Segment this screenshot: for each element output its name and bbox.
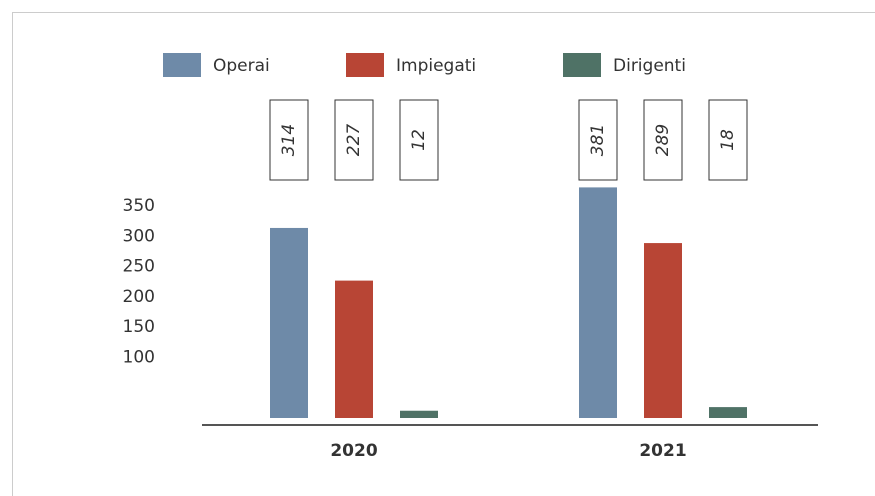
- x-tick-label: 2020: [330, 441, 377, 461]
- y-tick-label: 250: [123, 257, 155, 277]
- value-label: 289: [653, 124, 673, 156]
- value-label: 18: [718, 129, 738, 151]
- frame: [12, 12, 875, 496]
- legend-swatch: [563, 53, 601, 77]
- value-label-box: [269, 99, 309, 181]
- bar: [335, 280, 373, 418]
- value-label-box: [334, 99, 374, 181]
- bar: [579, 187, 617, 418]
- bar: [270, 227, 308, 418]
- value-label: 381: [588, 124, 608, 156]
- legend-label: Operai: [213, 56, 270, 76]
- y-tick-label: 150: [123, 317, 155, 337]
- legend-label: Dirigenti: [613, 56, 686, 76]
- x-tick-label: 2021: [639, 441, 686, 461]
- bar: [709, 407, 747, 418]
- y-tick-label: 100: [123, 347, 155, 367]
- y-tick-label: 200: [123, 287, 155, 307]
- value-label-box: [708, 99, 748, 181]
- legend-label: Impiegati: [396, 56, 476, 76]
- y-tick-label: 300: [123, 226, 155, 246]
- legend-swatch: [346, 53, 384, 77]
- bar: [400, 410, 438, 418]
- legend-swatch: [163, 53, 201, 77]
- value-label: 227: [344, 124, 364, 157]
- value-label-box: [643, 99, 683, 181]
- y-tick-label: 350: [123, 196, 155, 216]
- bar: [644, 243, 682, 418]
- value-label-box: [578, 99, 618, 181]
- value-label: 12: [409, 129, 429, 151]
- value-label: 314: [279, 124, 299, 156]
- value-label-box: [399, 99, 439, 181]
